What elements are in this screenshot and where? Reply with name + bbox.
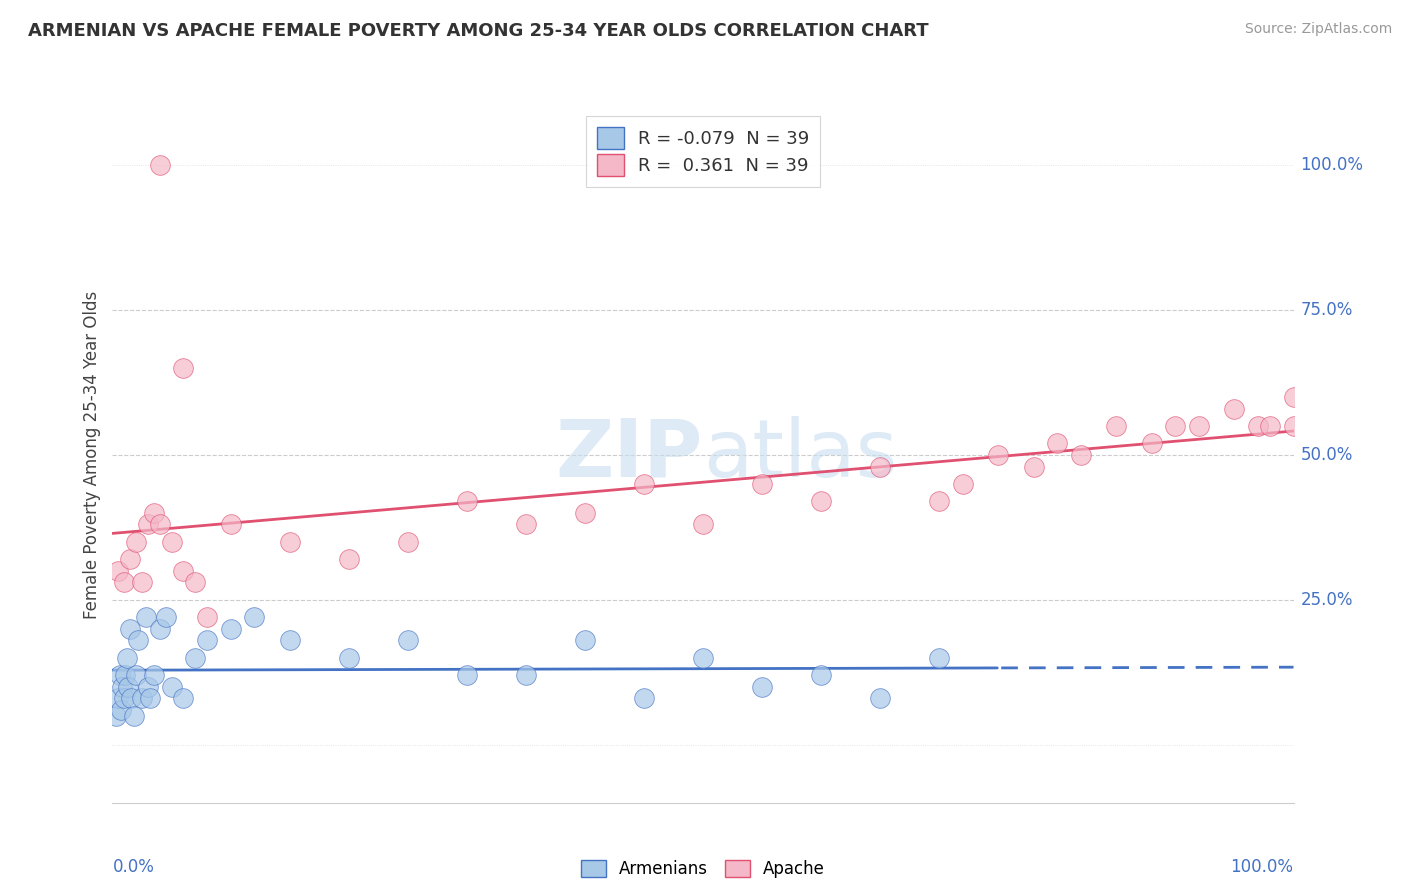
Point [112,575,135,590]
Point [108,668,131,682]
Point [810,494,832,508]
Point [160,680,183,694]
Point [1164,419,1187,434]
Point [110,703,132,717]
Point [105,708,128,723]
Point [633,476,655,491]
Point [172,564,194,578]
Point [107,564,129,578]
Point [111,680,134,694]
Point [952,476,974,491]
Point [142,668,165,682]
Point [184,575,207,590]
Point [1140,436,1163,450]
Point [172,691,194,706]
Point [337,651,360,665]
Point [869,459,891,474]
Text: Source: ZipAtlas.com: Source: ZipAtlas.com [1244,22,1392,37]
Point [692,651,714,665]
Text: atlas: atlas [703,416,897,494]
Point [160,534,183,549]
Point [1223,401,1246,416]
Point [869,691,891,706]
Point [1258,419,1281,434]
Text: 100.0%: 100.0% [1230,858,1294,877]
Point [117,680,139,694]
Point [115,651,138,665]
Point [1247,419,1270,434]
Point [114,668,136,682]
Point [396,534,419,549]
Point [184,651,207,665]
Text: ZIP: ZIP [555,416,703,494]
Point [127,633,149,648]
Point [243,610,266,624]
Point [751,680,773,694]
Point [1188,419,1211,434]
Point [987,448,1010,462]
Point [136,680,159,694]
Point [1105,419,1128,434]
Point [456,668,478,682]
Point [149,517,172,532]
Point [337,552,360,566]
Point [120,552,142,566]
Text: 25.0%: 25.0% [1301,591,1353,609]
Point [131,575,153,590]
Point [515,517,537,532]
Point [135,610,157,624]
Point [122,708,145,723]
Point [219,517,242,532]
Point [142,506,165,520]
Point [810,668,832,682]
Point [928,651,950,665]
Point [1282,419,1305,434]
Point [751,476,773,491]
Text: 50.0%: 50.0% [1301,446,1353,464]
Y-axis label: Female Poverty Among 25-34 Year Olds: Female Poverty Among 25-34 Year Olds [83,291,101,619]
Point [278,534,301,549]
Point [456,494,478,508]
Point [112,691,135,706]
Point [149,622,172,636]
Point [120,622,142,636]
Point [515,668,537,682]
Point [195,610,218,624]
Legend: R = -0.079  N = 39, R =  0.361  N = 39: R = -0.079 N = 39, R = 0.361 N = 39 [586,116,820,187]
Point [928,494,950,508]
Point [120,691,142,706]
Point [136,517,159,532]
Point [155,610,177,624]
Point [107,691,129,706]
Point [396,633,419,648]
Point [1022,459,1045,474]
Point [633,691,655,706]
Text: ARMENIAN VS APACHE FEMALE POVERTY AMONG 25-34 YEAR OLDS CORRELATION CHART: ARMENIAN VS APACHE FEMALE POVERTY AMONG … [28,22,929,40]
Text: 100.0%: 100.0% [1301,156,1364,174]
Text: 0.0%: 0.0% [112,858,155,877]
Point [131,691,153,706]
Point [692,517,714,532]
Point [149,158,172,172]
Point [139,691,162,706]
Point [125,668,148,682]
Point [1046,436,1069,450]
Point [172,361,194,376]
Point [195,633,218,648]
Point [278,633,301,648]
Point [1282,390,1305,404]
Point [574,633,596,648]
Point [125,534,148,549]
Point [1070,448,1092,462]
Text: 75.0%: 75.0% [1301,301,1353,319]
Point [219,622,242,636]
Point [574,506,596,520]
